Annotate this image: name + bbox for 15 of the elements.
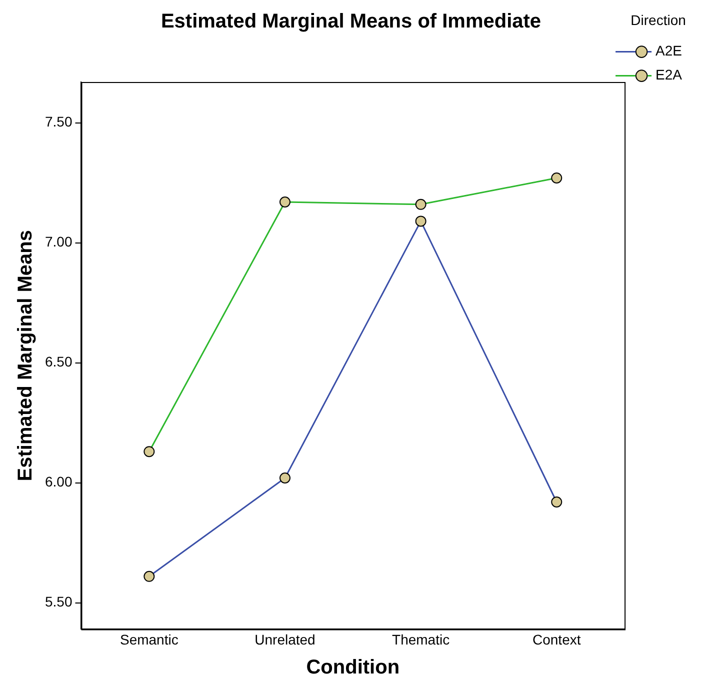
y-axis-title: Estimated Marginal Means [14,230,37,482]
chart-title: Estimated Marginal Means of Immediate [160,10,542,33]
x-tick-label: Context [532,631,581,648]
legend-title: Direction [630,12,686,28]
y-tick-label: 6.50 [45,354,72,370]
x-tick-label: Semantic [120,631,178,648]
y-tick-label: 7.50 [45,114,72,130]
legend-label: E2A [656,66,683,83]
y-tick-label: 5.50 [45,594,72,610]
y-tick-label: 7.00 [45,234,72,250]
x-axis-title: Condition [306,656,400,679]
legend-label: A2E [656,42,682,59]
x-tick-label: Unrelated [254,631,316,648]
x-tick-label: Thematic [392,631,450,648]
y-tick-label: 6.00 [45,474,72,490]
